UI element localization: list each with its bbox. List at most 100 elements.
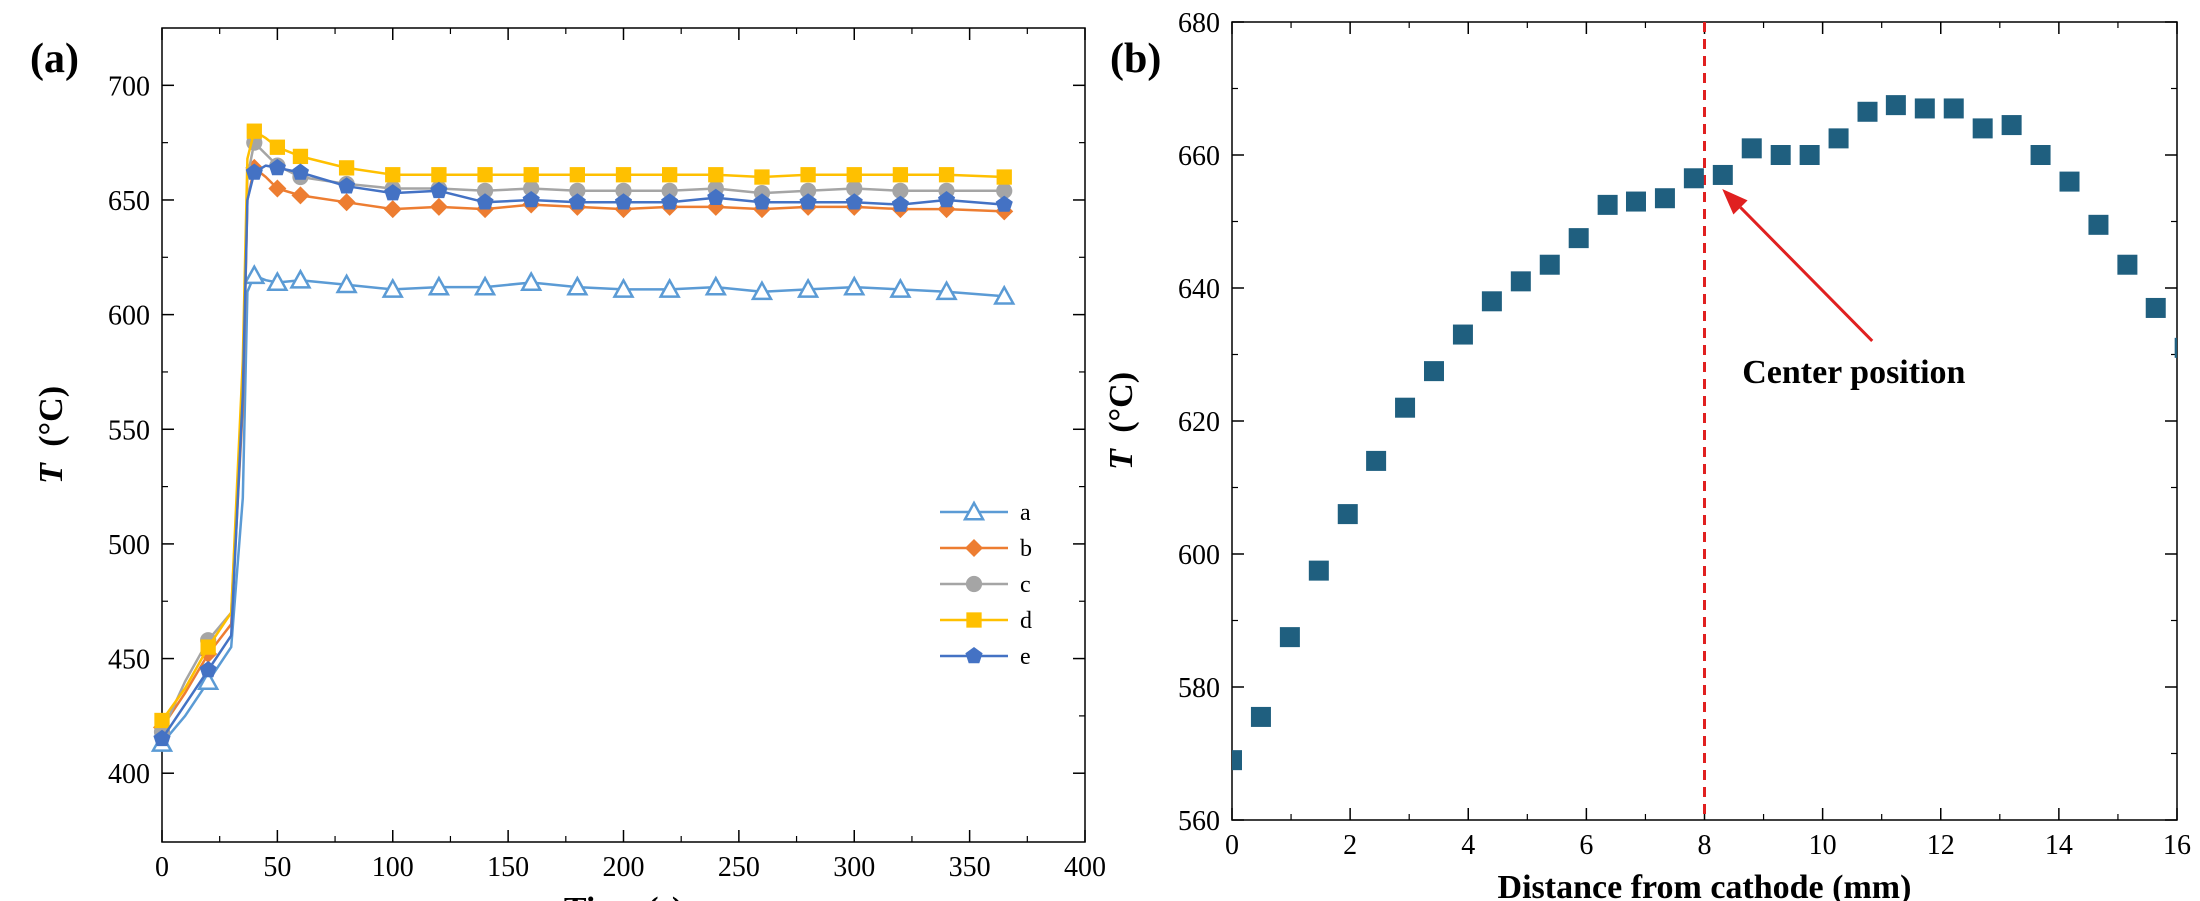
panel-a-point-a <box>243 264 266 285</box>
panel-b-x-tick-label: 2 <box>1343 830 1357 861</box>
panel-b-data-point <box>1625 191 1646 212</box>
panel-b-points <box>1232 95 2177 771</box>
panel-a-point-d <box>200 639 216 655</box>
panel-a-legend-label: c <box>1020 572 1031 598</box>
panel-a-series <box>150 123 1016 752</box>
panel-a-legend-label: a <box>1020 500 1031 526</box>
panel-a-point-e <box>291 163 309 180</box>
panel-b-x-tick-label: 0 <box>1225 830 1239 861</box>
panel-a-point-d <box>269 139 286 155</box>
panel-a-series-line-d <box>160 129 1005 722</box>
panel-a-point-d <box>431 167 447 183</box>
panel-b-data-point <box>2117 254 2138 275</box>
panel-a-x-tick-label: 400 <box>1064 852 1106 883</box>
panel-a-point-a <box>381 277 404 298</box>
panel-a-legend-label: d <box>1020 608 1032 634</box>
panel-a-point-e <box>153 729 171 747</box>
panel-a-point-d <box>569 167 585 183</box>
panel-a-point-d <box>246 123 262 139</box>
panel-a-y-tick-label: 650 <box>108 186 150 217</box>
panel-a-series-line-a <box>161 274 1005 745</box>
panel-b-y-axis-title: T (°C) <box>1103 372 1140 470</box>
panel-a-y-tick-label: 550 <box>108 415 150 446</box>
panel-b-x-tick-label: 8 <box>1698 830 1712 861</box>
panel-b-data-point <box>1337 504 1358 525</box>
panel-a-series-d <box>154 123 1012 729</box>
panel-b-x-tick-label: 6 <box>1579 830 1593 861</box>
panel-b-data-point <box>1972 118 1993 139</box>
panel-a-point-e <box>568 193 586 210</box>
panel-a-point-e <box>938 191 956 208</box>
panel-a-point-b <box>383 200 402 219</box>
panel-a-point-e <box>476 193 494 210</box>
panel-a-point-e <box>384 184 402 201</box>
panel-b-data-point <box>1597 194 1618 215</box>
panel-a-point-c <box>996 182 1013 199</box>
panel-a-point-d <box>846 167 862 183</box>
panel-a-point-c <box>892 182 909 199</box>
panel-a-point-a <box>704 275 727 296</box>
panel-a-series-b <box>153 158 1014 737</box>
panel-b-y-axis-symbol: T <box>1103 448 1140 470</box>
panel-b-y-tick-label: 620 <box>1178 407 1220 438</box>
panel-a-point-d <box>477 167 493 183</box>
panel-a-x-tick-label: 100 <box>372 852 414 883</box>
panel-a-legend-entry-b: b <box>940 536 1032 562</box>
panel-a-point-c <box>615 182 632 199</box>
panel-a-point-e <box>199 661 217 678</box>
panel-a-point-c <box>476 182 494 199</box>
panel-a-point-a <box>796 277 820 298</box>
panel-a-point-d <box>996 169 1012 185</box>
panel-b-data-point <box>2030 145 2051 165</box>
panel-a-point-c <box>661 182 678 199</box>
panel-b-y-tick-label: 660 <box>1178 141 1220 172</box>
panel-b-data-point <box>1799 145 1820 165</box>
panel-a-point-a <box>889 277 912 298</box>
panel-a-point-e <box>995 195 1013 212</box>
panel-a-point-a <box>935 280 958 301</box>
panel-b-data-point <box>1712 164 1733 185</box>
panel-a-y-tick-label: 400 <box>108 759 150 790</box>
panel-a-label: (a) <box>30 36 79 82</box>
panel-a-point-d <box>892 167 909 183</box>
panel-b-data-point <box>1539 254 1560 275</box>
panel-a-legend-marker <box>962 500 986 521</box>
panel-a-legend-label: b <box>1020 536 1032 562</box>
panel-a-legend-marker <box>966 612 982 628</box>
panel-a-legend-entry-e: e <box>940 644 1031 670</box>
panel-a-point-d <box>338 160 355 176</box>
panel-a-point-a <box>197 669 220 690</box>
panel-a-ticks: 0 50 100 150 200 250 300 350 400 400 450 500 550 600 6… <box>108 28 1106 883</box>
panel-a-x-tick-label: 150 <box>487 852 529 883</box>
panel-a-y-axis-symbol: T <box>33 462 70 484</box>
panel-a-y-axis-title: T (°C) <box>33 386 70 484</box>
panel-a-point-a <box>289 268 312 289</box>
panel-b-data-point <box>1510 271 1531 292</box>
panel-a-point-b <box>337 193 356 212</box>
panel-b-temperature-vs-distance: (b) 0 2 4 6 8 10 12 14 16 560 580 600 620 640 660 680 C… <box>1103 8 2191 901</box>
panel-a-point-e <box>614 193 633 210</box>
panel-a-point-e <box>430 181 448 199</box>
panel-a-point-e <box>245 163 263 180</box>
panel-b-data-point <box>2088 214 2109 235</box>
panel-b-data-point <box>1308 560 1329 581</box>
panel-a-point-a <box>843 275 866 296</box>
panel-a-point-a <box>566 275 589 296</box>
panel-a-y-tick-label: 700 <box>108 71 150 102</box>
panel-a-legend-marker <box>965 647 983 664</box>
panel-a-point-e <box>268 158 286 176</box>
panel-b-data-point <box>1943 98 1964 119</box>
panel-b-x-tick-label: 12 <box>1927 830 1955 861</box>
panel-a-y-tick-label: 500 <box>108 530 150 561</box>
panel-a-series-e <box>153 158 1013 747</box>
panel-a-point-e <box>338 177 356 194</box>
panel-b-data-point <box>1828 128 1849 149</box>
panel-a-point-e <box>845 193 863 210</box>
panel-a-x-tick-label: 0 <box>155 852 169 883</box>
panel-a-y-tick-label: 600 <box>108 301 150 332</box>
panel-b-data-point <box>1683 168 1704 189</box>
panel-a-point-c <box>569 182 586 199</box>
panel-b-data-point <box>1423 361 1444 382</box>
